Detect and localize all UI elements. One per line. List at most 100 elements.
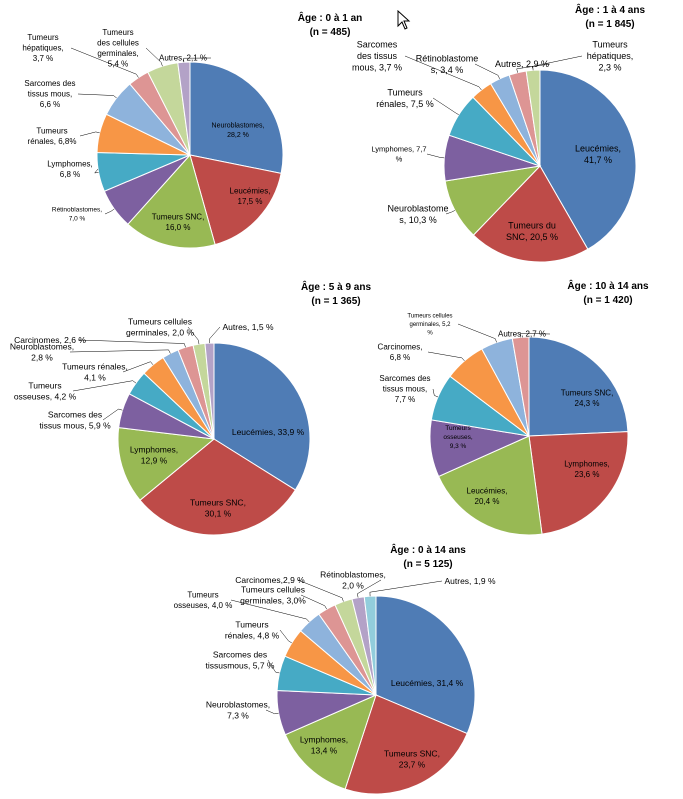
slice-label-lymphomes: Lymphomes, 6,8 %	[47, 159, 93, 179]
leader-line	[457, 323, 497, 343]
pie-slice-lymphomes	[117, 427, 216, 501]
slice-label-autres: Autres, 2,1 %	[159, 54, 207, 63]
slice-label-tumeurs-hepatiques: Tumeurs hépatiques, 3,7 %	[22, 33, 63, 63]
slice-label-retinoblastomes: Rétinoblastomes, 7,0 %	[52, 207, 102, 223]
slice-label-retinoblastomes: Rétinoblastome s, 3,4 %	[416, 53, 479, 75]
leader-line	[79, 131, 100, 137]
slice-label-sarcomes-des-tissus-mous: Sarcomes des tissus mous, 3,7 %	[352, 40, 402, 73]
slice-label-tumeurs-renales: Tumeurs rénales, 6,8%	[28, 126, 77, 146]
slice-label-tumeurs-renales: Tumeurs rénales, 7,5 %	[376, 87, 434, 109]
slice-label-autres: Autres, 1,9 %	[444, 576, 495, 586]
slice-label-neuroblastomes: Neuroblastomes, 7,3 %	[206, 699, 270, 720]
slice-label-tumeurs-du-snc: Tumeurs du SNC, 20,5 %	[506, 220, 558, 242]
slice-label-tumeurs-snc: Tumeurs SNC, 24,3 %	[561, 388, 614, 408]
pie-slice-neuroblastomes	[189, 61, 284, 174]
slice-label-carcinomes: Carcinomes,2,9 %	[235, 575, 305, 585]
pie-slice-lymphomes	[284, 694, 377, 790]
chart-title: Âge : 5 à 9 ans	[301, 280, 371, 293]
leader-line	[432, 97, 459, 116]
chart-title: Âge : 1 à 4 ans	[575, 3, 645, 16]
slice-label-lymphomes: Lymphomes, 7,7%	[371, 145, 426, 164]
leader-line	[122, 361, 154, 373]
leader-line	[532, 55, 583, 71]
leader-line	[69, 349, 171, 354]
leader-line	[265, 709, 279, 715]
pie-slice-tumeurs-snc	[528, 336, 629, 437]
leader-line	[77, 93, 117, 99]
leader-line	[369, 580, 443, 597]
slice-label-leucemies: Leucémies, 17,5 %	[230, 186, 271, 206]
mouse-cursor-icon	[397, 10, 411, 30]
chart-subtitle: (n = 1 420)	[583, 295, 632, 306]
leader-line	[94, 168, 99, 174]
chart-title: Âge : 0 à 1 an	[298, 11, 362, 24]
slice-label-lymphomes: Lymphomes, 13,4 %	[300, 734, 348, 755]
slice-label-tumeurs-renales: Tumeurs rénales, 4,8 %	[225, 619, 280, 640]
slice-label-carcinomes: Carcinomes, 6,8 %	[378, 342, 423, 362]
pie-slice-tumeurs-snc	[344, 694, 468, 795]
leader-line	[209, 326, 221, 344]
chart-subtitle: (n = 1 365)	[311, 296, 360, 307]
pie-slice-leucemies	[375, 595, 476, 735]
leader-line	[520, 333, 551, 338]
slice-label-neuroblastomes: Neuroblastomes, 2,8 %	[10, 341, 74, 362]
pie-slice-leucemies	[189, 154, 282, 246]
slice-label-autres: Autres, 1,5 %	[222, 322, 273, 332]
slice-label-neuroblastomes: Neuroblastomes, 28,2 %	[212, 123, 265, 140]
slice-label-sarcomes-des-tissusmous: Sarcomes des tissusmous, 5,7 %	[206, 649, 275, 670]
slice-label-retinoblastomes: Rétinoblastomes, 2,0 %	[320, 569, 386, 590]
slice-label-lymphomes: Lymphomes, 23,6 %	[564, 459, 610, 479]
slice-label-tumeurs-des-cellules-germinales: Tumeurs des cellules germinales, 5,4 %	[97, 28, 139, 69]
leader-line	[267, 659, 280, 674]
slice-label-tumeurs-snc: Tumeurs SNC, 30,1 %	[190, 497, 246, 518]
slice-label-lymphomes: Lymphomes, 12,9 %	[130, 444, 178, 465]
leader-line	[300, 594, 327, 610]
leader-line	[145, 47, 163, 67]
chart-title: Âge : 10 à 14 ans	[567, 279, 649, 292]
slice-label-carcinomes: Carcinomes, 2,6 %	[14, 335, 86, 345]
leader-line	[297, 579, 344, 602]
chart-subtitle: (n = 5 125)	[403, 559, 452, 570]
leader-line	[426, 153, 445, 159]
leader-line	[432, 388, 439, 398]
pie-chart-3: Âge : 5 à 9 ans (n = 1 365) Leucémies, 33,…	[10, 280, 371, 536]
slice-label-tumeurs-cellules-germinales: Tumeurs cellules germinales, 5,2%	[407, 314, 452, 337]
slice-label-tumeurs-cellules-germinales: Tumeurs cellules germinales, 3,0%	[240, 584, 306, 605]
slice-label-tumeurs-cellules-germinales: Tumeurs cellules germinales, 2,0 %	[126, 316, 194, 337]
slice-label-sarcomes-des-tissus-mous: Sarcomes des tissus mous, 5,9 %	[39, 409, 111, 430]
leader-line	[230, 599, 310, 623]
slice-label-leucemies: Leucémies, 31,4 %	[391, 678, 464, 688]
chart-title: Âge : 0 à 14 ans	[390, 543, 466, 556]
leader-line	[357, 579, 382, 598]
slice-label-tumeurs-snc: Tumeurs SNC, 23,7 %	[384, 748, 440, 769]
leader-line	[70, 47, 139, 78]
pie-slice-lymphomes	[528, 431, 629, 535]
leader-line	[72, 380, 137, 392]
pie-chart-5: Âge : 0 à 14 ans (n = 5 125) Leucémies, 31…	[174, 543, 496, 795]
leader-line	[77, 339, 186, 348]
slice-label-autres: Autres, 2,9 %	[495, 59, 549, 69]
slice-label-leucemies: Leucémies, 41,7 %	[575, 143, 621, 165]
pie-slice-tumeurs-snc	[127, 153, 216, 249]
pie-chart-4: Âge : 10 à 14 ans (n = 1 420) Tumeurs SNC,…	[378, 279, 649, 536]
slice-label-neuroblastomes: Neuroblastome s, 10,3 %	[387, 203, 448, 225]
slice-label-tumeurs-osseuses: Tumeurs osseuses, 4,2 %	[14, 380, 77, 401]
slice-label-tumeurs-hepatiques: Tumeurs hépatiques, 2,3 %	[587, 40, 634, 73]
pie-slice-autres	[204, 342, 215, 440]
leader-line	[279, 629, 292, 644]
slice-label-tumeurs-osseuses: Tumeurs osseuses, 4,0 %	[174, 590, 233, 610]
leader-line	[427, 351, 465, 362]
pie-chart-2: Âge : 1 à 4 ans (n = 1 845) Leucémies, 41,7…	[352, 3, 645, 263]
slice-label-autres: Autres, 2,7 %	[498, 330, 546, 339]
slice-label-leucemies: Leucémies, 33,9 %	[232, 427, 305, 437]
chart-subtitle: (n = 1 845)	[585, 19, 634, 30]
leader-line	[474, 63, 500, 80]
slice-label-tumeurs-snc: Tumeurs SNC, 16,0 %	[152, 212, 205, 232]
pie-slice-leucemies	[539, 69, 637, 250]
leader-line	[102, 408, 123, 421]
slice-label-sarcomes-des-tissus-mous: Sarcomes des tissus mous, 7,7 %	[379, 374, 430, 404]
leader-line	[104, 208, 115, 215]
pie-slice-tumeurs-snc	[139, 438, 297, 536]
leader-line	[183, 57, 212, 63]
slice-label-tumeurs-renales: Tumeurs rénales, 4,1 %	[62, 361, 128, 382]
